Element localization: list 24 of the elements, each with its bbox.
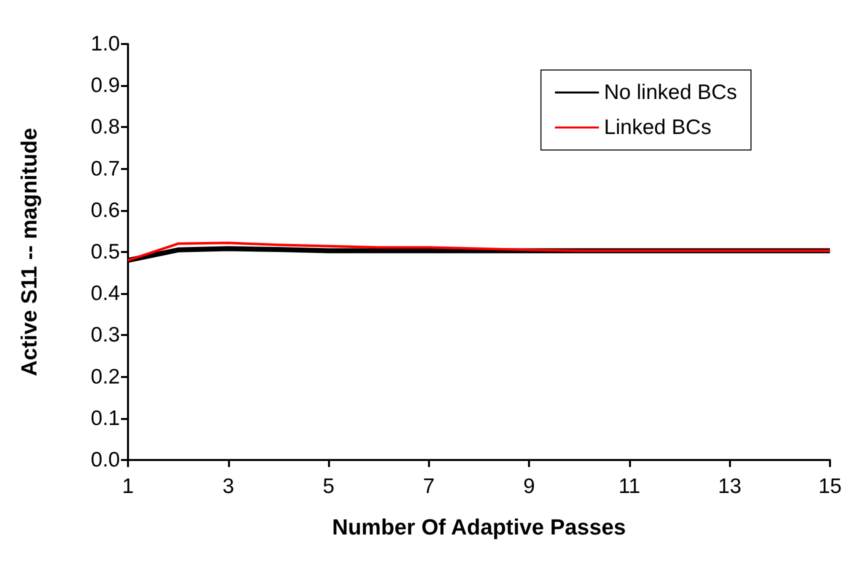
y-tick-label: 0.5 bbox=[90, 240, 120, 264]
x-tick-label: 11 bbox=[618, 475, 640, 498]
x-axis-title: Number Of Adaptive Passes bbox=[332, 514, 626, 540]
y-tick-label: 0.9 bbox=[90, 74, 120, 98]
y-tick-label: 0.2 bbox=[90, 365, 120, 388]
x-tick-label: 9 bbox=[523, 475, 535, 498]
y-tick-label: 0.4 bbox=[90, 282, 120, 306]
y-tick-label: 0.6 bbox=[90, 198, 120, 222]
y-tick-label: 0.0 bbox=[90, 448, 120, 472]
x-tick-label: 15 bbox=[818, 475, 842, 498]
legend-label: No linked BCs bbox=[604, 81, 738, 104]
y-axis-title: Active S11 -- magnitude bbox=[16, 128, 42, 376]
x-tick-label: 5 bbox=[322, 475, 334, 498]
x-tick-label: 13 bbox=[718, 475, 742, 498]
y-tick-label: 0.1 bbox=[90, 406, 120, 430]
y-tick-label: 1.0 bbox=[90, 32, 120, 56]
y-tick-label: 0.3 bbox=[90, 324, 120, 347]
line-series bbox=[126, 242, 832, 262]
legend-label: Linked BCs bbox=[604, 116, 712, 139]
x-tick-label: 3 bbox=[222, 475, 234, 498]
y-tick-label: 0.7 bbox=[90, 157, 120, 180]
x-tick-label: 1 bbox=[122, 475, 134, 498]
x-tick-label: 7 bbox=[423, 475, 435, 498]
y-tick-label: 0.8 bbox=[90, 116, 120, 139]
